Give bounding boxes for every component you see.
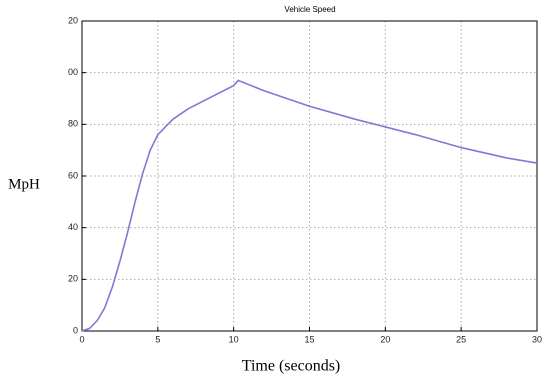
x-tick-label: 15 xyxy=(304,334,314,344)
x-tick-label: 5 xyxy=(155,334,160,344)
y-tick-label: 40 xyxy=(68,222,78,232)
y-tick-label: 20 xyxy=(68,274,78,284)
y-tick-label: 60 xyxy=(68,170,78,180)
x-tick-label: 20 xyxy=(380,334,390,344)
x-tick-label: 0 xyxy=(79,334,84,344)
line xyxy=(81,79,538,332)
y-tick-label: 20 xyxy=(68,15,78,25)
chart-title: Vehicle Speed xyxy=(284,5,335,14)
y-tick-label: 0 xyxy=(73,325,78,335)
x-axis-label: Time (seconds) xyxy=(242,358,341,375)
y-tick-label: 80 xyxy=(68,119,78,129)
plot-frame xyxy=(81,20,538,332)
y-axis-label: MpH xyxy=(8,176,40,192)
x-tick-label: 30 xyxy=(532,334,542,344)
y-tick-label: 00 xyxy=(68,67,78,77)
x-tick-label: 10 xyxy=(229,334,239,344)
x-tick-label: 25 xyxy=(456,334,466,344)
